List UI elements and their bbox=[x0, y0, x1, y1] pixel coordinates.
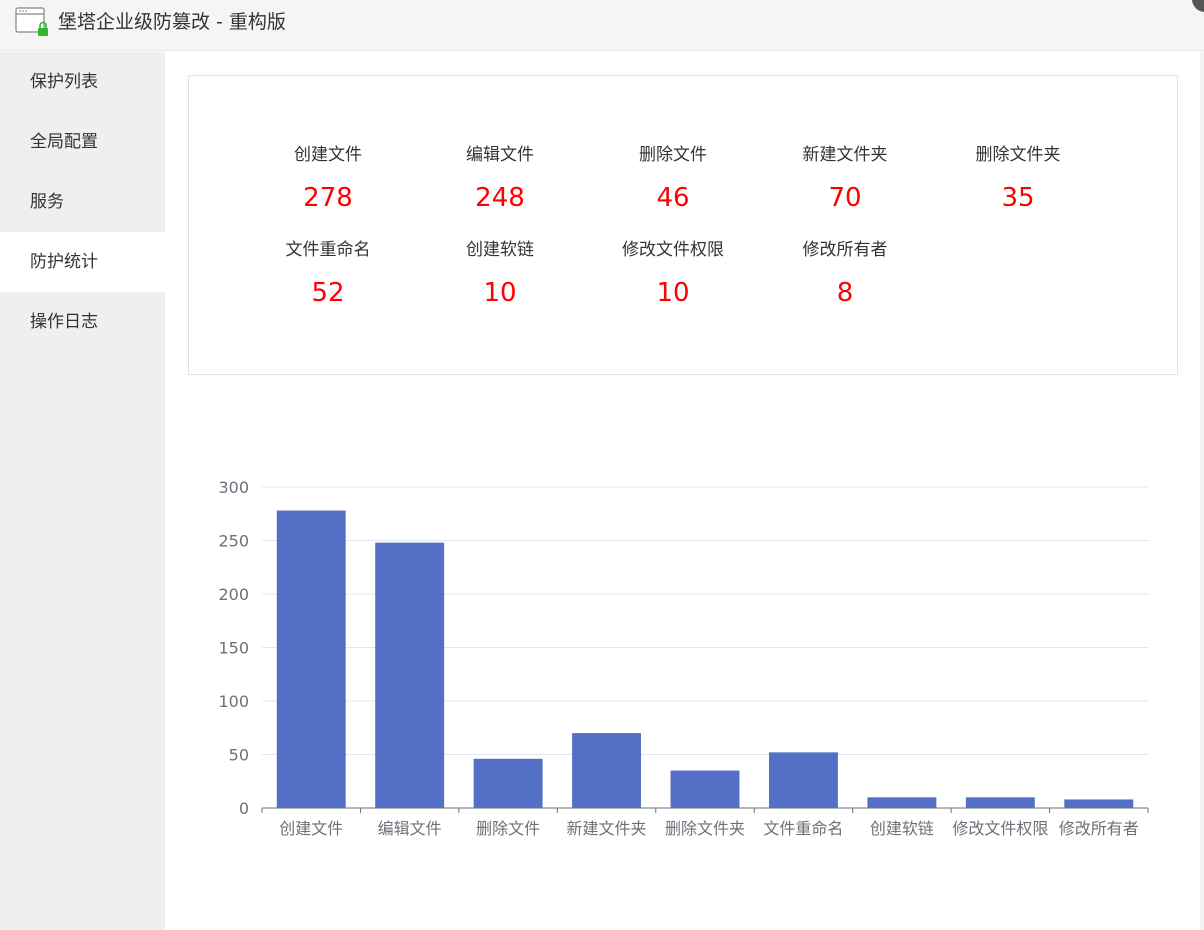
window-edge bbox=[1200, 52, 1204, 930]
x-tick-label: 创建软链 bbox=[870, 819, 934, 838]
stat-delete-file: 删除文件 46 bbox=[593, 144, 753, 214]
stat-label: 创建文件 bbox=[294, 145, 362, 165]
bar bbox=[276, 510, 346, 808]
chart-svg: 0 50 100 150 200 250 300 创建文件 编辑文件 删除文件 新建文件夹 删除文件夹… bbox=[218, 478, 1149, 838]
bar bbox=[768, 752, 838, 808]
window-title: 堡塔企业级防篡改 - 重构版 bbox=[58, 11, 286, 33]
y-tick-label: 200 bbox=[218, 585, 249, 604]
stat-chmod: 修改文件权限 10 bbox=[593, 239, 753, 309]
stat-value: 35 bbox=[1001, 183, 1035, 213]
y-tick-label: 300 bbox=[218, 478, 249, 497]
stat-label: 删除文件夹 bbox=[975, 145, 1061, 165]
stat-value: 278 bbox=[303, 183, 353, 213]
x-tick-label: 编辑文件 bbox=[378, 819, 442, 838]
title-bar: 堡塔企业级防篡改 - 重构版 bbox=[0, 0, 1204, 51]
y-tick-label: 50 bbox=[229, 746, 249, 765]
sidebar-item-protect-stats[interactable]: 防护统计 bbox=[0, 232, 165, 292]
y-tick-label: 100 bbox=[218, 692, 249, 711]
x-tick-label: 删除文件夹 bbox=[665, 819, 745, 838]
stat-edit-file: 编辑文件 248 bbox=[420, 144, 580, 214]
bar bbox=[473, 758, 543, 808]
sidebar-item-operation-log[interactable]: 操作日志 bbox=[30, 312, 98, 332]
x-tick-label: 新建文件夹 bbox=[567, 819, 647, 838]
stat-label: 新建文件夹 bbox=[802, 145, 888, 165]
y-tick-label: 250 bbox=[218, 532, 249, 551]
x-tick-label: 修改文件权限 bbox=[952, 819, 1048, 838]
stat-rename-file: 文件重命名 52 bbox=[248, 239, 408, 309]
browser-lock-icon bbox=[15, 7, 48, 36]
bar bbox=[965, 797, 1035, 808]
sidebar-item-global-config[interactable]: 全局配置 bbox=[30, 132, 98, 152]
stat-create-file: 创建文件 278 bbox=[248, 144, 408, 214]
stat-value: 8 bbox=[836, 278, 854, 308]
stats-panel: 创建文件 278 编辑文件 248 删除文件 46 新建文件夹 70 删除文件夹… bbox=[188, 75, 1178, 375]
stat-value: 70 bbox=[828, 183, 862, 213]
y-tick-label: 0 bbox=[239, 799, 249, 818]
stat-label: 删除文件 bbox=[639, 145, 707, 165]
sidebar-item-service[interactable]: 服务 bbox=[30, 192, 64, 212]
x-tick-label: 文件重命名 bbox=[763, 819, 843, 838]
stats-bar-chart: 0 50 100 150 200 250 300 创建文件 编辑文件 删除文件 新建文件夹 删除文件夹… bbox=[188, 440, 1178, 870]
sidebar-item-protect-list[interactable]: 保护列表 bbox=[30, 72, 98, 92]
stat-label: 修改所有者 bbox=[802, 240, 888, 260]
stat-value: 46 bbox=[656, 183, 690, 213]
stat-label: 修改文件权限 bbox=[622, 240, 724, 260]
bar bbox=[867, 797, 937, 808]
stat-value: 10 bbox=[483, 278, 517, 308]
bar bbox=[670, 770, 740, 808]
y-tick-label: 150 bbox=[218, 639, 249, 658]
stat-delete-folder: 删除文件夹 35 bbox=[938, 144, 1098, 214]
stat-chown: 修改所有者 8 bbox=[765, 239, 925, 309]
stat-label: 文件重命名 bbox=[285, 240, 371, 260]
bar bbox=[572, 733, 642, 808]
stat-value: 10 bbox=[656, 278, 690, 308]
stat-value: 248 bbox=[475, 183, 525, 213]
stat-create-symlink: 创建软链 10 bbox=[420, 239, 580, 309]
x-tick-label: 创建文件 bbox=[279, 819, 343, 838]
stat-label: 编辑文件 bbox=[466, 145, 534, 165]
stat-value: 52 bbox=[311, 278, 345, 308]
sidebar: 保护列表 全局配置 服务 防护统计 操作日志 bbox=[0, 52, 165, 930]
x-tick-label: 修改所有者 bbox=[1059, 819, 1139, 838]
close-icon[interactable] bbox=[1192, 0, 1204, 12]
x-tick-label: 删除文件 bbox=[476, 819, 540, 838]
bar bbox=[1064, 799, 1134, 808]
stat-create-folder: 新建文件夹 70 bbox=[765, 144, 925, 214]
bar bbox=[375, 542, 445, 808]
stat-label: 创建软链 bbox=[466, 240, 534, 260]
